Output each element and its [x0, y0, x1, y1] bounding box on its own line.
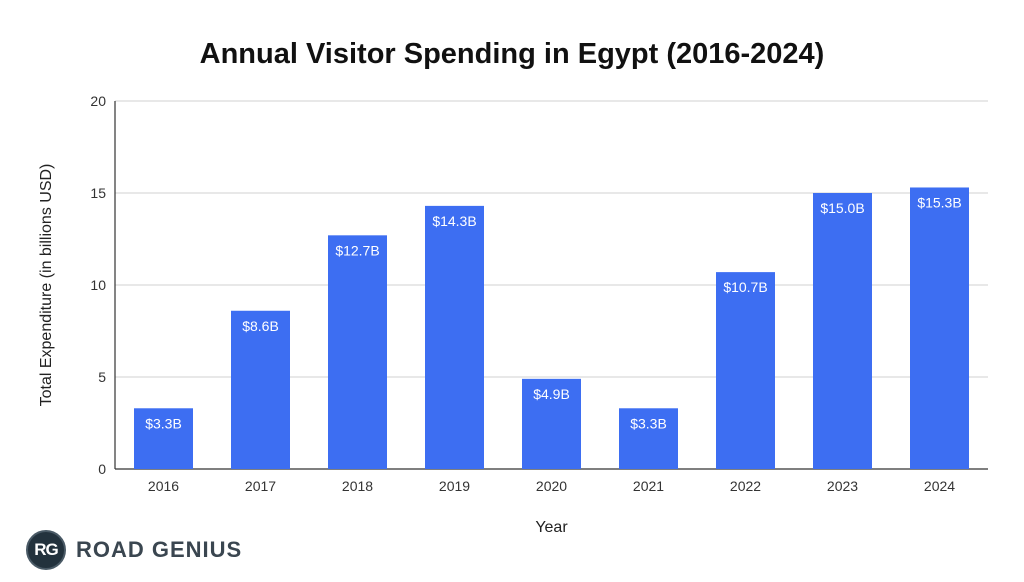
brand-badge: RG — [26, 530, 66, 570]
data-label: $3.3B — [145, 415, 182, 431]
x-tick-label: 2023 — [827, 478, 858, 494]
x-tick-label: 2021 — [633, 478, 664, 494]
data-label: $15.0B — [820, 200, 864, 216]
bar — [813, 193, 872, 469]
x-axis-title: Year — [535, 519, 568, 536]
data-label: $8.6B — [242, 318, 279, 334]
x-tick-label: 2019 — [439, 478, 470, 494]
bar — [619, 408, 678, 469]
x-tick-label: 2024 — [924, 478, 955, 494]
x-tick-label: 2016 — [148, 478, 179, 494]
y-tick-label: 10 — [90, 277, 106, 293]
y-tick-label: 0 — [98, 461, 106, 477]
tick-labels: 0 5 10 15 20 2016 2017 2018 2019 2020 2021 2022 2023… — [90, 93, 955, 494]
data-label: $12.7B — [335, 242, 379, 258]
x-tick-label: 2020 — [536, 478, 567, 494]
x-tick-label: 2022 — [730, 478, 761, 494]
data-labels: $3.3B $8.6B $12.7B $14.3B $4.9B $3.3B $10.7B $1… — [145, 194, 961, 431]
bar — [231, 310, 290, 469]
bar — [425, 205, 484, 469]
bar — [910, 187, 969, 470]
y-tick-label: 20 — [90, 93, 106, 109]
bars — [134, 187, 969, 470]
bar — [328, 235, 387, 469]
bar — [134, 408, 193, 469]
data-label: $4.9B — [533, 386, 570, 402]
chart-title: Annual Visitor Spending in Egypt (2016-2… — [199, 38, 825, 70]
y-axis-title: Total Expenditure (in billions USD) — [38, 164, 55, 407]
brand-name: ROAD GENIUS — [76, 537, 243, 562]
data-label: $10.7B — [723, 279, 767, 295]
data-label: $15.3B — [917, 194, 961, 210]
bar — [522, 378, 581, 469]
x-tick-label: 2018 — [342, 478, 373, 494]
data-label: $14.3B — [432, 213, 476, 229]
y-tick-label: 15 — [90, 185, 106, 201]
y-tick-label: 5 — [98, 369, 106, 385]
data-label: $3.3B — [630, 415, 667, 431]
bar — [716, 272, 775, 469]
brand-logo: RG ROAD GENIUS — [26, 530, 242, 570]
x-tick-label: 2017 — [245, 478, 276, 494]
